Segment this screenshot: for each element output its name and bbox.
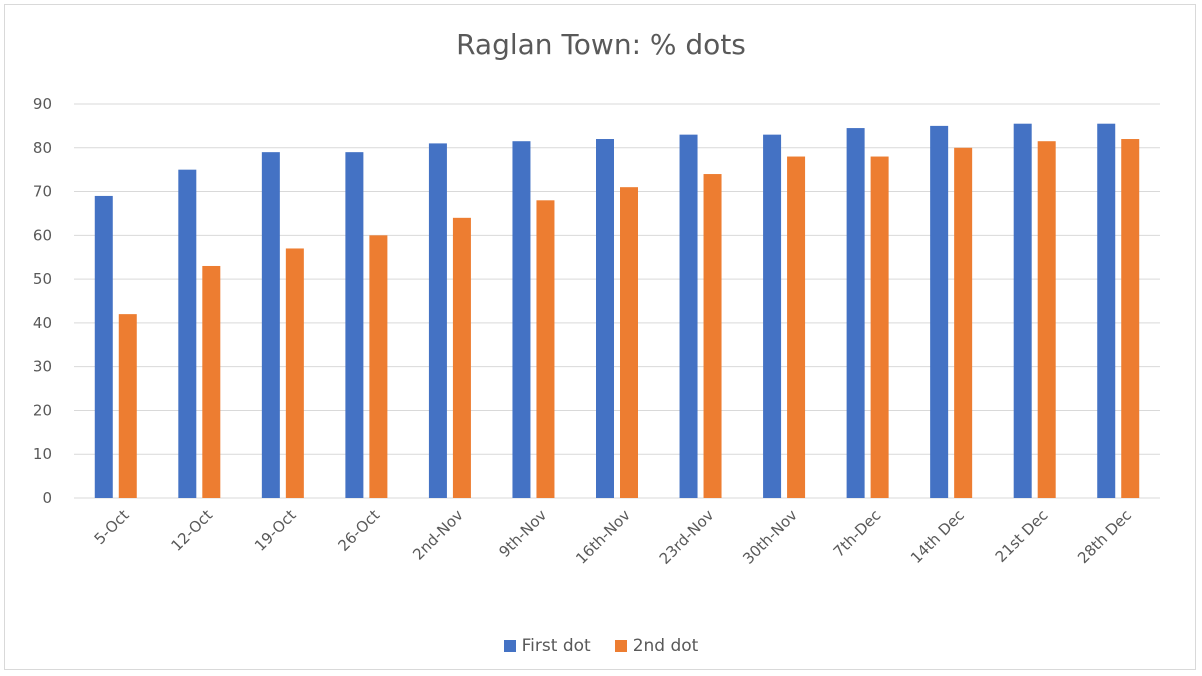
x-tick-label: 28th Dec	[1074, 506, 1135, 567]
x-tick-label: 16th-Nov	[572, 506, 634, 568]
bar-first-dot	[846, 128, 865, 499]
bar-2nd-dot	[536, 200, 555, 499]
bar-first-dot	[94, 195, 113, 498]
legend-item-first-dot: First dot	[503, 636, 591, 656]
bar-first-dot	[596, 139, 614, 498]
bar-first-dot	[1097, 123, 1116, 498]
y-tick-label: 70	[33, 183, 52, 201]
bar-2nd-dot	[285, 248, 304, 498]
bar-first-dot	[1013, 123, 1032, 498]
bar-2nd-dot	[620, 187, 638, 498]
y-tick-label: 40	[33, 314, 52, 332]
bar-2nd-dot	[202, 265, 221, 498]
bar-2nd-dot	[870, 156, 889, 499]
y-tick-label: 0	[42, 489, 52, 507]
bar-2nd-dot	[118, 314, 137, 498]
bar-first-dot	[763, 134, 782, 498]
bar-first-dot	[930, 125, 949, 498]
x-tick-label: 21st Dec	[992, 506, 1052, 566]
bar-first-dot	[679, 134, 698, 498]
x-tick-label: 2nd-Nov	[409, 506, 467, 564]
bar-first-dot	[261, 152, 280, 498]
y-tick-label: 60	[33, 226, 52, 244]
x-tick-label: 14th Dec	[907, 506, 968, 567]
legend: First dot 2nd dot	[0, 636, 1202, 656]
legend-swatch-2nd-dot	[614, 640, 627, 652]
bar-2nd-dot	[369, 235, 388, 499]
legend-label-2nd-dot: 2nd dot	[632, 636, 699, 656]
bar-first-dot	[178, 169, 197, 498]
bar-2nd-dot	[1121, 139, 1140, 498]
x-tick-label: 12-Oct	[167, 506, 216, 555]
bar-first-dot	[345, 152, 364, 498]
bar-2nd-dot	[703, 174, 722, 499]
legend-item-2nd-dot: 2nd dot	[614, 636, 699, 656]
x-tick-label: 19-Oct	[251, 506, 300, 555]
x-tick-label: 5-Oct	[91, 506, 133, 548]
y-tick-label: 80	[33, 139, 52, 157]
chart-title: Raglan Town: % dots	[456, 28, 746, 61]
legend-swatch-first-dot	[503, 640, 516, 652]
x-tick-label: 23rd-Nov	[656, 506, 718, 568]
x-tick-label: 26-Oct	[335, 506, 384, 555]
bar-2nd-dot	[787, 156, 806, 499]
x-tick-label: 7th-Dec	[830, 506, 885, 561]
y-tick-label: 90	[33, 95, 52, 113]
bar-2nd-dot	[452, 217, 471, 499]
y-tick-label: 20	[33, 401, 52, 419]
bar-2nd-dot	[954, 147, 973, 498]
legend-label-first-dot: First dot	[521, 636, 591, 656]
bar-2nd-dot	[1037, 141, 1056, 498]
y-tick-label: 10	[33, 445, 52, 463]
bar-first-dot	[428, 143, 447, 498]
x-tick-label: 30th-Nov	[739, 506, 801, 568]
bar-first-dot	[512, 141, 531, 498]
y-tick-label: 50	[33, 270, 52, 288]
x-tick-label: 9th-Nov	[495, 506, 550, 561]
y-tick-label: 30	[33, 358, 52, 376]
